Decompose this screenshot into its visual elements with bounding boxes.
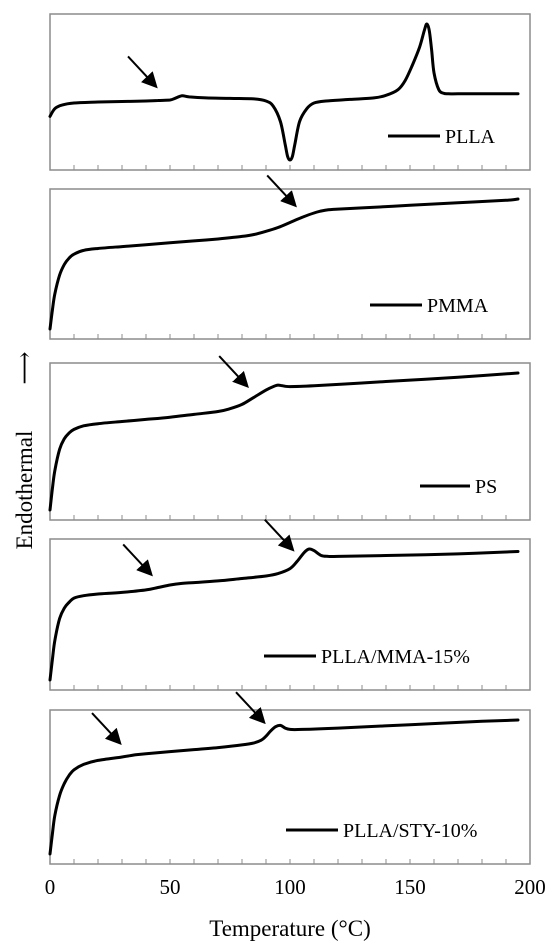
series-line xyxy=(48,197,520,331)
x-tick-label: 0 xyxy=(45,875,56,899)
x-tick-label: 100 xyxy=(274,875,306,899)
series-line xyxy=(48,718,520,856)
annotation-arrow xyxy=(264,519,295,552)
x-tick-label: 150 xyxy=(394,875,426,899)
panel-2: PMMA xyxy=(48,174,531,340)
x-axis-title: Temperature (°C) xyxy=(209,916,370,941)
series-line xyxy=(48,547,520,682)
panel-5: PLLA/STY-10% xyxy=(48,691,531,865)
panel-1: PLLA xyxy=(48,13,531,171)
series-line xyxy=(48,371,520,512)
legend-label: PLLA/STY-10% xyxy=(343,820,477,842)
legend-label: PLLA xyxy=(445,126,496,148)
legend-label: PLLA/MMA-15% xyxy=(321,646,470,668)
y-axis-arrow: ⟶ xyxy=(12,351,37,384)
annotation-arrow xyxy=(122,543,153,577)
legend-label: PS xyxy=(475,476,497,498)
panel-3: PS xyxy=(48,355,531,521)
annotation-arrow xyxy=(127,55,158,89)
panel-4: PLLA/MMA-15% xyxy=(48,519,531,691)
x-tick-label: 200 xyxy=(514,875,546,899)
x-axis: 0 50 100 150 200 xyxy=(45,875,546,899)
annotation-arrow xyxy=(235,691,266,725)
series-line xyxy=(48,22,520,162)
annotation-arrow xyxy=(91,712,122,745)
y-axis-title: Endothermal xyxy=(12,431,37,550)
legend-label: PMMA xyxy=(427,295,489,317)
annotation-arrow xyxy=(266,174,297,208)
x-tick-label: 50 xyxy=(160,875,181,899)
chart-panels: PLLA PMMA PS PLLA/MMA-15% PLLA/STY-10% xyxy=(48,13,531,865)
y-axis-title-group: Endothermal ⟶ xyxy=(12,351,37,549)
annotation-arrow xyxy=(218,355,249,389)
